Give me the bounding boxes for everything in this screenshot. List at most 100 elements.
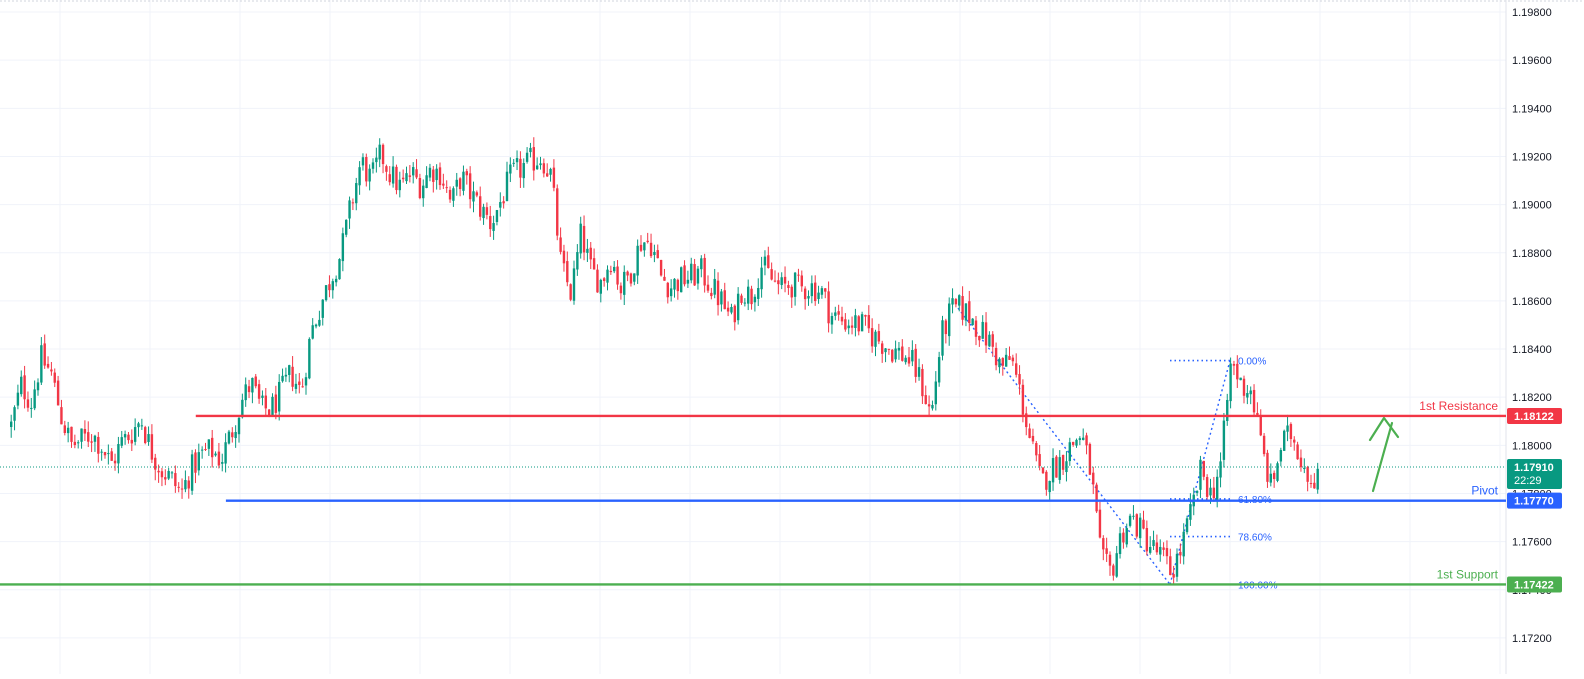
candle-down[interactable]	[1309, 474, 1313, 488]
candle-up[interactable]	[696, 265, 700, 290]
candle-down[interactable]	[901, 339, 904, 362]
candle-down[interactable]	[824, 288, 827, 299]
candle-down[interactable]	[83, 420, 87, 441]
candlesticks[interactable]	[10, 137, 1319, 585]
candle-down[interactable]	[716, 272, 720, 316]
candle-down[interactable]	[566, 251, 569, 287]
candle-up[interactable]	[793, 271, 797, 306]
candle-down[interactable]	[1179, 543, 1182, 564]
candle-up[interactable]	[1195, 490, 1199, 497]
candle-up[interactable]	[730, 303, 733, 315]
candle-down[interactable]	[914, 344, 917, 383]
candle-down[interactable]	[1045, 470, 1048, 496]
candle-up[interactable]	[572, 260, 576, 305]
candle-up[interactable]	[847, 319, 850, 335]
candle-up[interactable]	[1279, 447, 1283, 467]
candle-up[interactable]	[1249, 386, 1252, 405]
candle-down[interactable]	[187, 476, 190, 499]
candle-down[interactable]	[502, 196, 505, 209]
candle-down[interactable]	[814, 275, 817, 306]
candle-down[interactable]	[656, 244, 659, 259]
candle-down[interactable]	[927, 395, 931, 416]
candle-down[interactable]	[968, 290, 971, 332]
candle-up[interactable]	[690, 257, 693, 284]
candle-up[interactable]	[535, 157, 539, 170]
candle-down[interactable]	[291, 356, 294, 392]
candle-up[interactable]	[1219, 452, 1222, 488]
candle-down[interactable]	[103, 451, 107, 459]
candle-up[interactable]	[509, 157, 512, 183]
candle-up[interactable]	[1189, 493, 1192, 526]
candle-up[interactable]	[107, 444, 110, 465]
candle-up[interactable]	[780, 272, 783, 290]
candle-down[interactable]	[542, 158, 546, 178]
candle-down[interactable]	[180, 478, 184, 499]
candle-up[interactable]	[93, 434, 97, 452]
candle-up[interactable]	[904, 355, 907, 365]
candle-up[interactable]	[673, 278, 676, 298]
candle-up[interactable]	[643, 242, 646, 257]
candle-down[interactable]	[177, 482, 180, 493]
candle-up[interactable]	[304, 372, 308, 395]
candle-up[interactable]	[412, 162, 415, 184]
candle-up[interactable]	[757, 278, 760, 307]
candle-up[interactable]	[13, 405, 16, 431]
candle-up[interactable]	[398, 171, 401, 198]
candle-up[interactable]	[515, 150, 519, 171]
candle-down[interactable]	[800, 270, 803, 292]
candle-up[interactable]	[1004, 347, 1008, 367]
candle-up[interactable]	[505, 161, 509, 202]
candle-down[interactable]	[157, 464, 160, 483]
candle-up[interactable]	[137, 421, 140, 437]
candle-down[interactable]	[1038, 445, 1041, 471]
candle-down[interactable]	[944, 318, 948, 344]
candle-down[interactable]	[401, 169, 405, 183]
candle-down[interactable]	[1296, 441, 1299, 460]
candle-up[interactable]	[224, 433, 227, 473]
candle-up[interactable]	[368, 164, 371, 191]
candle-down[interactable]	[676, 278, 680, 300]
candle-up[interactable]	[455, 172, 458, 196]
candle-down[interactable]	[445, 180, 448, 193]
candle-down[interactable]	[646, 232, 649, 244]
candle-up[interactable]	[495, 209, 499, 226]
candle-up[interactable]	[817, 285, 820, 304]
candle-up[interactable]	[251, 377, 254, 404]
candle-up[interactable]	[860, 311, 864, 332]
candle-up[interactable]	[1276, 461, 1279, 483]
candle-down[interactable]	[984, 312, 988, 353]
candle-down[interactable]	[777, 272, 780, 295]
candle-up[interactable]	[234, 425, 237, 448]
candle-down[interactable]	[385, 164, 388, 181]
candle-down[interactable]	[90, 434, 93, 453]
candle-down[interactable]	[783, 266, 787, 293]
candle-up[interactable]	[539, 156, 542, 170]
candle-up[interactable]	[1152, 530, 1155, 551]
candle-up[interactable]	[931, 400, 934, 411]
candle-down[interactable]	[582, 215, 586, 261]
candle-down[interactable]	[837, 304, 840, 321]
candle-up[interactable]	[36, 378, 40, 396]
candle-up[interactable]	[371, 158, 375, 174]
candle-up[interactable]	[1185, 515, 1189, 535]
candle-up[interactable]	[736, 287, 740, 325]
candle-up[interactable]	[884, 347, 887, 363]
candle-down[interactable]	[60, 399, 63, 425]
candle-up[interactable]	[1222, 412, 1226, 468]
candle-up[interactable]	[492, 215, 495, 240]
candle-down[interactable]	[797, 268, 800, 282]
candle-down[interactable]	[1112, 563, 1115, 581]
candle-up[interactable]	[700, 255, 703, 278]
candle-down[interactable]	[97, 432, 100, 463]
candle-down[interactable]	[1011, 354, 1015, 366]
candle-up[interactable]	[1229, 357, 1232, 409]
candle-down[interactable]	[562, 244, 566, 272]
candle-down[interactable]	[787, 280, 790, 295]
candle-down[interactable]	[301, 378, 304, 388]
candle-up[interactable]	[760, 256, 763, 298]
candle-up[interactable]	[284, 367, 288, 382]
candle-up[interactable]	[894, 340, 897, 363]
candle-up[interactable]	[576, 244, 579, 276]
candle-up[interactable]	[1246, 384, 1249, 405]
candle-down[interactable]	[659, 259, 663, 277]
